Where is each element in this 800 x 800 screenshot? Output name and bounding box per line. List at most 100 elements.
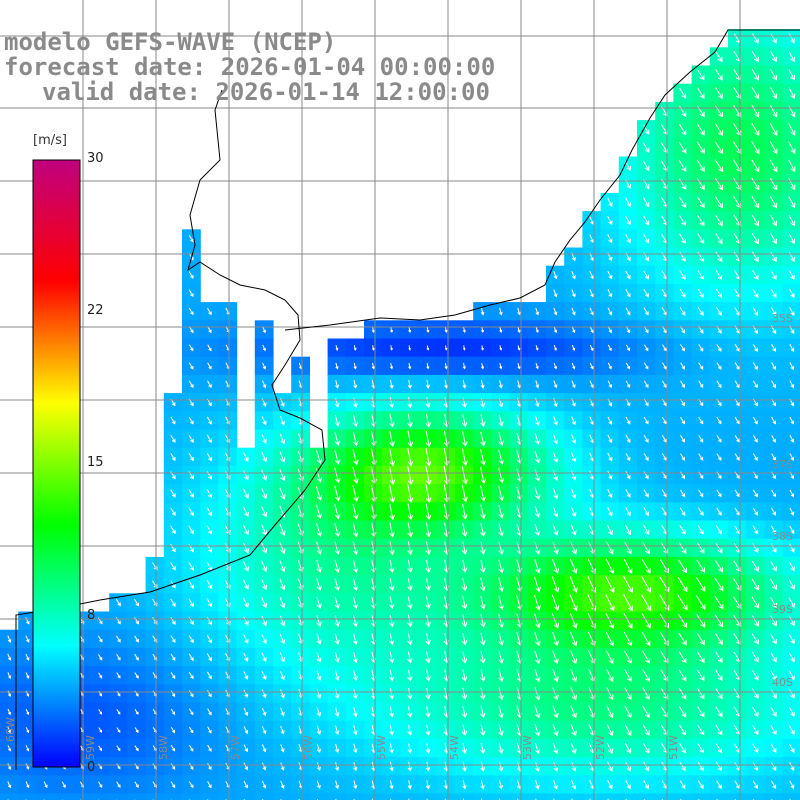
wind-arrow — [716, 307, 722, 316]
wind-arrow — [498, 632, 504, 646]
wind-speed-cell — [436, 793, 456, 800]
wind-arrow — [461, 687, 468, 701]
wind-arrow — [677, 576, 688, 593]
wind-arrow — [188, 307, 194, 316]
wind-arrow — [770, 543, 777, 553]
wind-arrow — [770, 652, 777, 663]
wind-speed-cell — [127, 793, 147, 800]
wind-arrow — [752, 435, 758, 443]
wind-arrow — [480, 761, 486, 772]
wind-arrow — [389, 397, 395, 409]
wind-arrow — [407, 503, 414, 521]
wind-arrow — [752, 453, 758, 461]
wind-arrow — [461, 596, 468, 610]
wind-arrow — [188, 362, 194, 370]
wind-arrow — [715, 270, 723, 281]
wind-arrow — [551, 594, 560, 611]
wind-arrow — [188, 726, 194, 734]
wind-arrow — [243, 470, 249, 481]
wind-arrow — [570, 687, 577, 701]
wind-arrow — [206, 507, 213, 517]
wind-arrow — [407, 614, 413, 628]
wind-arrow — [261, 670, 267, 681]
wind-arrow — [714, 177, 724, 191]
wind-arrow — [389, 651, 395, 664]
wind-arrow — [752, 543, 759, 554]
wind-arrow — [534, 632, 541, 647]
wind-arrow — [570, 541, 577, 555]
wind-arrow — [25, 763, 30, 770]
wind-arrow — [498, 705, 504, 719]
wind-arrow — [407, 541, 413, 556]
wind-arrow — [552, 451, 559, 463]
wind-arrow — [134, 745, 139, 752]
wind-arrow — [170, 416, 176, 425]
wind-arrow — [552, 724, 559, 737]
wind-speed-cell — [273, 793, 292, 800]
wind-arrow — [534, 415, 540, 427]
wind-arrow — [678, 542, 687, 554]
wind-arrow — [334, 688, 340, 700]
wind-arrow — [571, 380, 576, 389]
wind-arrow — [389, 559, 395, 574]
wind-arrow — [641, 613, 651, 629]
lon-label-57w: 57W — [229, 735, 242, 760]
wind-arrow — [789, 543, 795, 553]
wind-arrow — [498, 577, 504, 592]
wind-arrow — [552, 742, 559, 755]
wind-arrow — [407, 724, 413, 736]
wind-arrow — [677, 613, 688, 629]
wind-arrow — [498, 449, 505, 465]
wind-arrow — [388, 614, 395, 628]
wind-arrow — [715, 525, 723, 535]
wind-arrow — [242, 488, 249, 499]
colorbar-tick-0: 0 — [87, 760, 96, 775]
wind-arrow — [752, 33, 759, 44]
wind-speed-cell — [109, 793, 128, 800]
coastline — [15, 89, 326, 770]
wind-arrow — [678, 196, 687, 208]
wind-arrow — [116, 781, 121, 788]
wind-arrow — [571, 289, 576, 298]
wind-arrow — [116, 745, 121, 752]
wind-arrow — [408, 363, 412, 370]
wind-arrow — [680, 416, 685, 425]
wind-arrow — [207, 380, 212, 389]
wind-arrow — [716, 489, 722, 498]
wind-arrow — [461, 559, 468, 574]
wind-arrow — [661, 416, 667, 425]
wind-arrow — [570, 761, 577, 772]
wind-arrow — [407, 651, 413, 664]
wind-arrow — [788, 706, 795, 717]
wind-arrow — [188, 234, 194, 243]
wind-arrow — [389, 724, 395, 736]
wind-arrow — [697, 233, 705, 245]
wind-arrow — [499, 362, 503, 370]
wind-arrow — [553, 326, 558, 334]
wind-arrow — [425, 724, 431, 736]
wind-arrow — [534, 469, 541, 482]
wind-arrow — [425, 596, 431, 610]
wind-speed-cell — [36, 793, 56, 800]
wind-arrow — [552, 761, 559, 772]
wind-arrow — [462, 362, 466, 370]
wind-arrow — [498, 687, 504, 701]
wind-arrow — [751, 578, 760, 591]
wind-arrow — [188, 653, 194, 662]
wind-arrow — [352, 578, 359, 592]
wind-arrow — [188, 380, 194, 389]
wind-arrow — [534, 613, 541, 629]
wind-arrow — [697, 214, 705, 227]
wind-arrow — [461, 632, 468, 646]
wind-arrow — [607, 362, 612, 370]
wind-arrow — [589, 416, 595, 426]
wind-arrow — [570, 724, 577, 737]
wind-arrow — [134, 727, 139, 733]
wind-arrow — [316, 780, 321, 790]
wind-arrow — [116, 653, 121, 661]
wind-arrow — [751, 105, 760, 118]
wind-arrow — [679, 743, 686, 754]
wind-arrow — [426, 345, 430, 351]
wind-arrow — [788, 634, 795, 645]
wind-speed-cell — [782, 793, 800, 800]
